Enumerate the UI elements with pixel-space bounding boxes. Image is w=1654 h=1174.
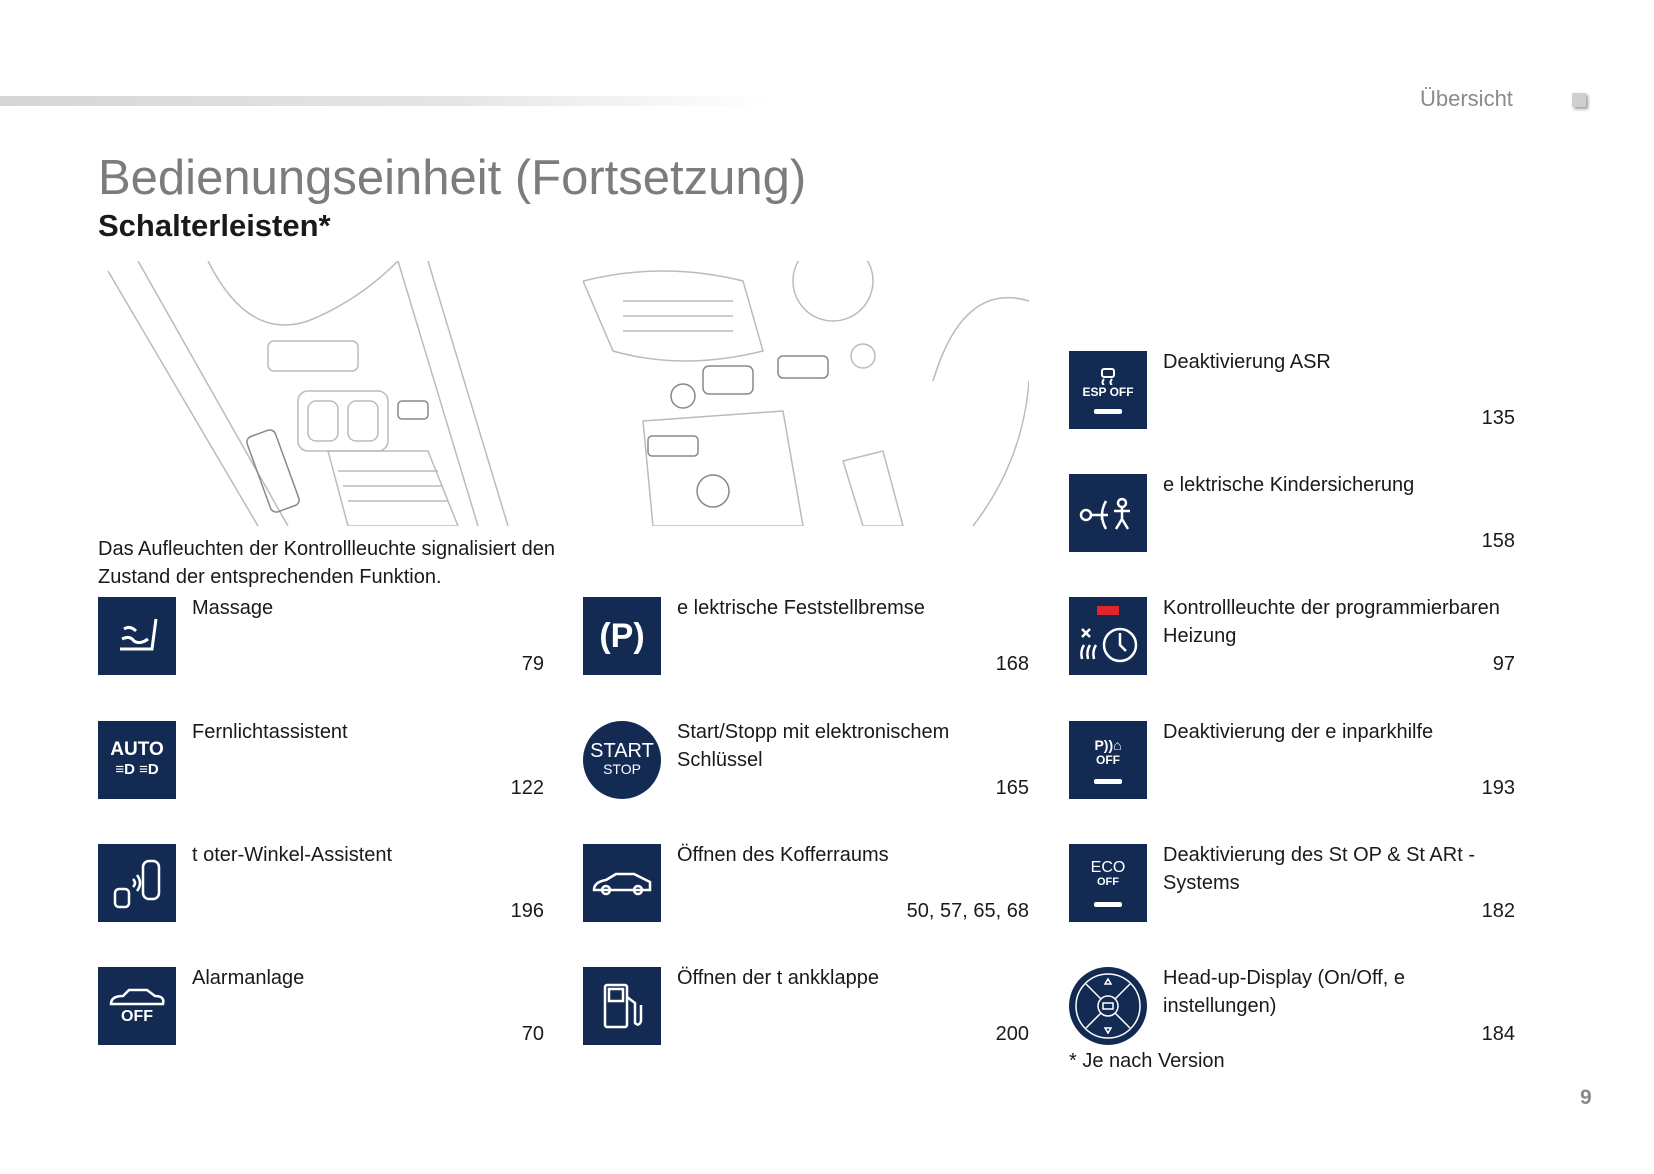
item-label: e lektrische Kindersicherung <box>1163 474 1415 496</box>
icon-text: OFF <box>1096 752 1120 767</box>
item-label: Alarmanlage <box>192 967 305 989</box>
page-title: Bedienungseinheit (Fortsetzung) <box>98 151 807 205</box>
indicator-led <box>1094 778 1122 784</box>
child-lock-icon[interactable] <box>1069 474 1147 552</box>
icon-text: OFF <box>1097 875 1119 888</box>
park-assist-off-icon[interactable]: P))⌂ OFF <box>1069 721 1147 799</box>
page-reference[interactable]: 196 <box>510 900 544 922</box>
eco-off-icon[interactable]: ECO OFF <box>1069 844 1147 922</box>
page-reference[interactable]: 184 <box>1481 1023 1515 1045</box>
start-stop-icon[interactable]: START STOP <box>583 721 661 799</box>
head-up-display-icon[interactable] <box>1069 967 1147 1045</box>
icon-text: ≡D ≡D <box>115 761 159 778</box>
item-label: Kontrollleuchte der programmierbaren Hei… <box>1163 597 1500 647</box>
page-reference[interactable]: 168 <box>995 653 1029 675</box>
indicator-led <box>1097 605 1119 615</box>
item-programmable-heating: Kontrollleuchte der programmierbaren Hei… <box>1069 597 1515 677</box>
item-label: Öffnen des Kofferraums <box>677 844 889 866</box>
page-reference[interactable]: 97 <box>1492 653 1515 675</box>
item-blind-spot: t oter-Winkel-Assistent 196 <box>98 844 544 924</box>
page-reference[interactable]: 122 <box>510 777 544 799</box>
item-label: e lektrische Feststellbremse <box>677 597 925 619</box>
icon-text: (P) <box>599 616 645 655</box>
item-eco-off: ECO OFF Deaktivierung des St OP & St ARt… <box>1069 844 1515 924</box>
page-reference[interactable]: 70 <box>521 1023 544 1045</box>
icon-text: ECO <box>1090 858 1126 876</box>
page-reference[interactable]: 158 <box>1481 530 1515 552</box>
item-label: Fernlichtassistent <box>192 721 348 743</box>
item-child-lock: e lektrische Kindersicherung 158 <box>1069 474 1515 554</box>
page-reference[interactable]: 50, 57, 65, 68 <box>906 900 1029 922</box>
item-label: Deaktivierung der e inparkhilfe <box>1163 721 1434 743</box>
parking-brake-icon[interactable]: (P) <box>583 597 661 675</box>
page-reference[interactable]: 79 <box>521 653 544 675</box>
item-label: Head-up-Display (On/Off, e instellungen) <box>1163 967 1405 1017</box>
fuel-flap-icon[interactable] <box>583 967 661 1045</box>
car-trunk-icon[interactable] <box>583 844 661 922</box>
icon-text: START <box>590 740 654 762</box>
item-massage: Massage 79 <box>98 597 544 677</box>
dashboard-illustration <box>583 261 1029 526</box>
item-label: Deaktivierung des St OP & St ARt -System… <box>1163 844 1475 894</box>
page-reference[interactable]: 135 <box>1481 407 1515 429</box>
item-parking-brake: (P) e lektrische Feststellbremse 168 <box>583 597 1029 677</box>
item-label: Öffnen der t ankklappe <box>677 967 879 989</box>
page-reference[interactable]: 193 <box>1481 777 1515 799</box>
item-label: Deaktivierung ASR <box>1163 351 1331 373</box>
item-head-up-display: Head-up-Display (On/Off, e instellungen)… <box>1069 967 1515 1047</box>
seat-massage-icon[interactable] <box>98 597 176 675</box>
item-start-stop: START STOP Start/Stopp mit elektronische… <box>583 721 1029 801</box>
indicator-led <box>1094 408 1122 414</box>
item-label: Start/Stopp mit elektronischem Schlüssel <box>677 721 950 771</box>
icon-text: ESP OFF <box>1082 384 1134 399</box>
page-reference[interactable]: 200 <box>995 1023 1029 1045</box>
page-subtitle: Schalterleisten* <box>98 208 331 243</box>
item-trunk: Öffnen des Kofferraums 50, 57, 65, 68 <box>583 844 1029 924</box>
icon-text: STOP <box>603 761 641 777</box>
item-fuel-flap: Öffnen der t ankklappe 200 <box>583 967 1029 1047</box>
item-high-beam-assist: AUTO ≡D ≡D Fernlichtassistent 122 <box>98 721 544 801</box>
item-park-assist-off: P))⌂ OFF Deaktivierung der e inparkhilfe… <box>1069 721 1515 801</box>
center-console-illustration <box>107 261 509 526</box>
alarm-off-icon[interactable]: OFF <box>98 967 176 1045</box>
esp-off-icon[interactable]: ESP OFF <box>1069 351 1147 429</box>
item-label: Massage <box>192 597 274 619</box>
blind-spot-icon[interactable] <box>98 844 176 922</box>
intro-text: Das Aufleuchten der Kontrollleuchte sign… <box>98 538 555 588</box>
header-bar <box>0 96 770 106</box>
programmable-heating-icon[interactable] <box>1069 597 1147 675</box>
item-asr-off: ESP OFF Deaktivierung ASR 135 <box>1069 351 1515 431</box>
page-reference[interactable]: 165 <box>995 777 1029 799</box>
page-number: 9 <box>1580 1086 1592 1109</box>
auto-headlight-icon[interactable]: AUTO ≡D ≡D <box>98 721 176 799</box>
section-marker-icon <box>1572 93 1586 107</box>
item-label: t oter-Winkel-Assistent <box>192 844 393 866</box>
item-alarm: OFF Alarmanlage 70 <box>98 967 544 1047</box>
icon-text: OFF <box>121 1008 153 1025</box>
park-sensor-glyph: P))⌂ <box>1094 736 1122 753</box>
page-reference[interactable]: 182 <box>1481 900 1515 922</box>
indicator-led <box>1094 901 1122 907</box>
icon-text: AUTO <box>110 739 164 760</box>
footnote: * Je nach Version <box>1069 1050 1225 1072</box>
section-label: Übersicht <box>1420 86 1513 111</box>
